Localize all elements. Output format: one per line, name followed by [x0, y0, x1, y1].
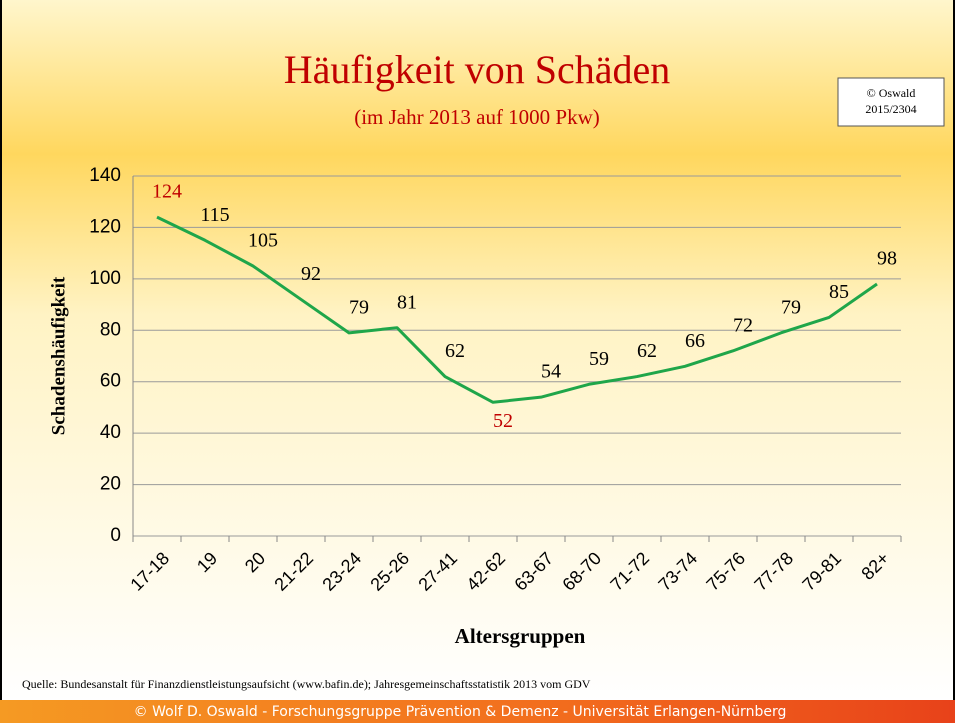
y-tick-label: 100 [89, 268, 121, 289]
chart-subtitle: (im Jahr 2013 auf 1000 Pkw) [354, 105, 600, 129]
data-label: 66 [685, 330, 705, 352]
y-tick-label: 20 [100, 474, 121, 495]
y-tick-label: 60 [100, 371, 121, 392]
data-label: 72 [733, 314, 753, 336]
y-tick-label: 0 [110, 525, 121, 546]
data-label: 85 [829, 281, 849, 303]
footer-text: © Wolf D. Oswald - Forschungsgruppe Präv… [134, 704, 787, 720]
chart-title: Häufigkeit von Schäden [284, 47, 671, 92]
background [0, 0, 955, 700]
y-tick-label: 140 [89, 165, 121, 186]
y-tick-label: 40 [100, 422, 121, 443]
data-label: 52 [493, 410, 513, 432]
data-label: 59 [589, 348, 609, 370]
data-label: 62 [445, 340, 465, 362]
data-label: 62 [637, 340, 657, 362]
footer-bar [0, 700, 955, 723]
data-label: 81 [397, 291, 417, 313]
y-tick-label: 120 [89, 216, 121, 237]
data-label: 54 [541, 361, 561, 383]
y-tick-label: 80 [100, 319, 121, 340]
x-axis-label: Altersgruppen [455, 624, 586, 648]
data-label: 92 [301, 263, 321, 285]
data-label: 105 [248, 230, 278, 252]
data-label: 115 [200, 204, 229, 226]
y-axis-label: Schadenshäufigkeit [48, 276, 69, 435]
copyright: © Oswald [867, 86, 916, 100]
data-label: 79 [781, 296, 801, 318]
source: Quelle: Bundesanstalt für Finanzdienstle… [22, 677, 591, 691]
data-label: 79 [349, 296, 369, 318]
copyright-box [837, 77, 945, 127]
data-label: 98 [877, 248, 897, 270]
line-series [156, 215, 878, 404]
data-label: 124 [152, 181, 182, 203]
copyright: 2015/2304 [865, 102, 916, 116]
